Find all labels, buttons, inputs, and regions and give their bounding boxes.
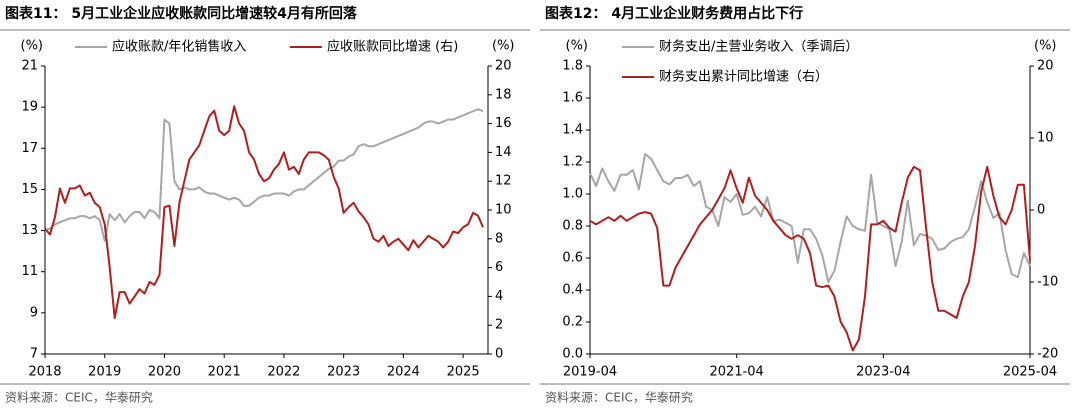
x-tick-label: 2025-04 xyxy=(1003,365,1057,380)
chart-panel: 图表11： 5月工业企业应收账款同比增速较4月有所回落资料来源：CEIC，华泰研… xyxy=(0,5,530,405)
y-tick-label: 13 xyxy=(21,223,38,238)
y-tick-label: 11 xyxy=(21,264,38,279)
y2-unit: (%) xyxy=(492,39,515,54)
y-tick-label: 9 xyxy=(30,305,38,320)
chart-title: 图表12： 4月工业企业财务费用占比下行 xyxy=(545,5,803,22)
x-tick-label: 2025 xyxy=(447,365,480,380)
x-tick-label: 2019-04 xyxy=(563,365,617,380)
y-tick-label: 0.6 xyxy=(562,251,583,266)
y2-unit: (%) xyxy=(1034,39,1057,54)
y2-tick-label: 4 xyxy=(495,289,503,304)
x-tick-label: 2019 xyxy=(88,365,121,380)
legend-label: 应收账款/年化销售收入 xyxy=(112,39,246,55)
y2-tick-label: -20 xyxy=(1037,347,1058,362)
y2-tick-label: 20 xyxy=(1037,59,1054,74)
series-line xyxy=(589,153,1031,283)
y2-tick-label: 6 xyxy=(495,260,503,275)
y2-tick-label: 10 xyxy=(495,203,512,218)
y2-tick-label: 12 xyxy=(495,174,512,189)
y2-tick-label: -10 xyxy=(1037,275,1058,290)
y2-tick-label: 10 xyxy=(1037,131,1054,146)
x-tick-label: 2018 xyxy=(28,365,61,380)
x-tick-label: 2024 xyxy=(387,365,420,380)
y-tick-label: 7 xyxy=(30,347,38,362)
y2-tick-label: 20 xyxy=(495,59,512,74)
y2-tick-label: 0 xyxy=(1037,203,1045,218)
series-line xyxy=(589,165,1031,352)
y-tick-label: 1.8 xyxy=(562,59,583,74)
source: 资料来源：CEIC，华泰研究 xyxy=(545,390,693,405)
y-tick-label: 0.2 xyxy=(562,315,583,330)
y-tick-label: 0.0 xyxy=(562,347,583,362)
y2-tick-label: 14 xyxy=(495,145,512,160)
y-tick-label: 1.2 xyxy=(562,155,583,170)
y-tick-label: 17 xyxy=(21,141,38,156)
y-tick-label: 1.0 xyxy=(562,187,583,202)
x-tick-label: 2020 xyxy=(148,365,181,380)
legend-label: 应收账款同比增速 (右) xyxy=(327,39,458,55)
y2-tick-label: 8 xyxy=(495,231,503,246)
series-line xyxy=(44,105,484,319)
y-tick-label: 15 xyxy=(21,182,38,197)
y-unit: (%) xyxy=(566,39,589,54)
chart-title: 图表11： 5月工业企业应收账款同比增速较4月有所回落 xyxy=(5,5,358,22)
y-tick-label: 0.4 xyxy=(562,283,583,298)
x-tick-label: 2023-04 xyxy=(856,365,910,380)
y-tick-label: 0.8 xyxy=(562,219,583,234)
source: 资料来源：CEIC，华泰研究 xyxy=(5,390,153,405)
x-tick-label: 2023 xyxy=(327,365,360,380)
x-tick-label: 2021 xyxy=(208,365,241,380)
y2-tick-label: 16 xyxy=(495,116,512,131)
y-tick-label: 19 xyxy=(21,100,38,115)
y2-tick-label: 18 xyxy=(495,87,512,102)
y-tick-label: 21 xyxy=(21,59,38,74)
y2-tick-label: 0 xyxy=(495,347,503,362)
y-unit: (%) xyxy=(21,39,44,54)
x-tick-label: 2022 xyxy=(267,365,300,380)
legend-label: 财务支出累计同比增速（右） xyxy=(659,69,828,85)
y2-tick-label: 2 xyxy=(495,318,503,333)
series-line xyxy=(44,108,484,242)
y-tick-label: 1.6 xyxy=(562,91,583,106)
legend-label: 财务支出/主营业务收入（季调后） xyxy=(659,39,858,55)
x-tick-label: 2021-04 xyxy=(710,365,764,380)
y-tick-label: 1.4 xyxy=(562,123,583,138)
